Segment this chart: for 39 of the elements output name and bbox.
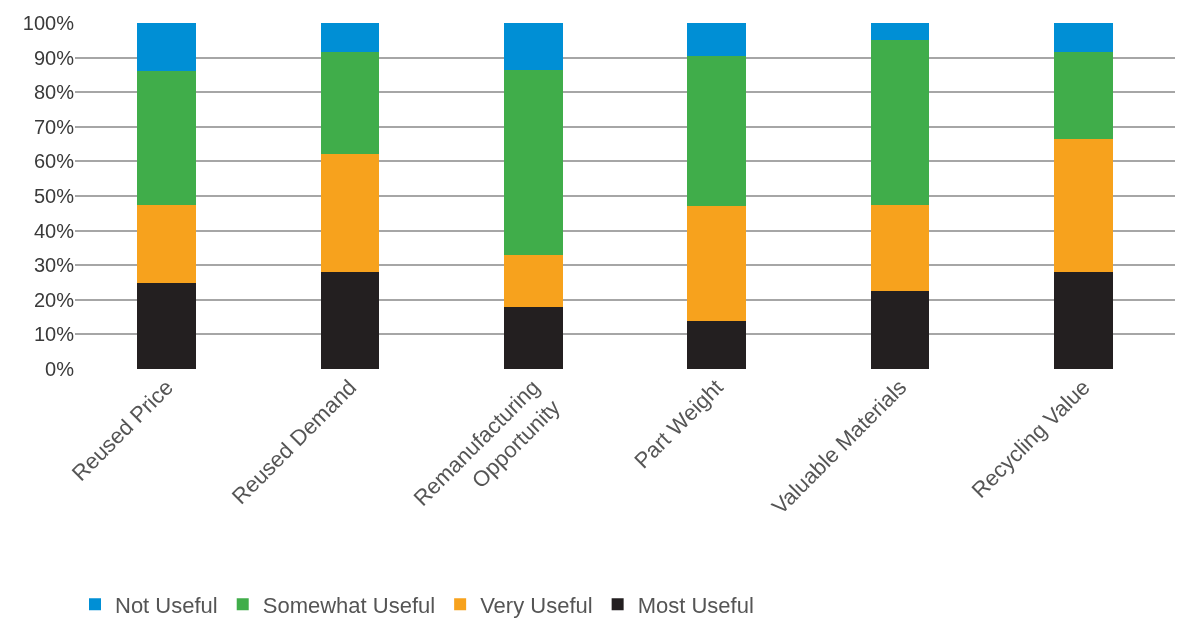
bar xyxy=(1054,272,1113,369)
bar xyxy=(870,291,930,369)
bar xyxy=(320,272,380,369)
legend-label: Very Useful xyxy=(480,592,593,618)
bar xyxy=(870,40,930,205)
bar xyxy=(137,204,196,283)
y-tick-label: 70% xyxy=(33,115,75,138)
y-tick-label: 60% xyxy=(33,150,75,173)
y-tick-label: 30% xyxy=(33,254,75,277)
bar xyxy=(504,254,563,307)
y-tick-label: 50% xyxy=(33,185,75,207)
bar xyxy=(1054,138,1113,273)
y-tick-label: 100% xyxy=(22,12,75,34)
bar xyxy=(320,23,380,53)
y-tick-label: 20% xyxy=(33,288,75,311)
legend-label: Most Useful xyxy=(637,592,754,618)
legend-label: Somewhat Useful xyxy=(262,592,436,618)
bar xyxy=(870,23,930,41)
bar xyxy=(870,204,930,292)
y-tick-label: 90% xyxy=(33,46,75,69)
bar xyxy=(687,206,746,321)
bar xyxy=(504,69,563,255)
y-tick-label: 40% xyxy=(33,219,75,242)
bar xyxy=(687,23,746,56)
bar xyxy=(504,23,563,70)
y-tick-label: 0% xyxy=(45,358,75,380)
bar xyxy=(137,23,196,72)
bar xyxy=(137,71,196,205)
bar xyxy=(687,320,746,369)
bar xyxy=(320,154,380,273)
bar xyxy=(687,55,746,207)
legend-label: Not Useful xyxy=(115,592,218,618)
y-tick-label: 10% xyxy=(33,323,75,346)
bar xyxy=(1054,52,1113,139)
bar xyxy=(1054,23,1113,53)
bar xyxy=(320,52,380,155)
bar xyxy=(504,306,563,369)
y-tick-label: 80% xyxy=(33,81,75,104)
bar xyxy=(137,282,196,369)
